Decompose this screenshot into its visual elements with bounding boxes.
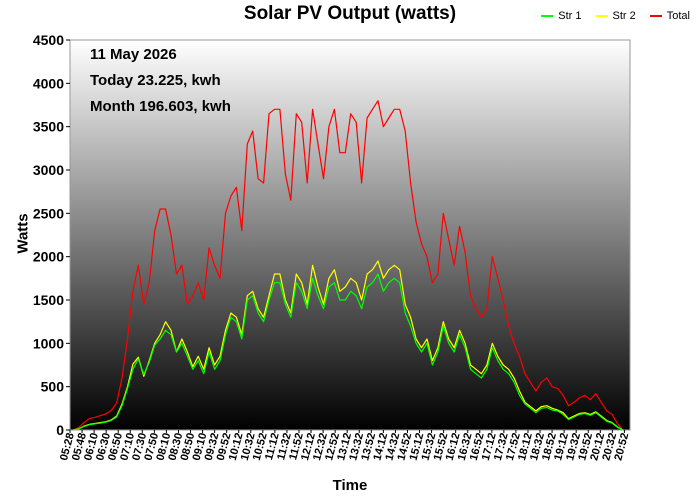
legend-item-str1: Str 1 (541, 10, 582, 22)
y-tick-label: 3500 (33, 119, 64, 135)
info-today-energy: Today 23.225, kwh (90, 72, 221, 89)
legend-swatch-total (649, 15, 662, 17)
info-date: 11 May 2026 (90, 46, 177, 63)
legend-label-total: Total (666, 10, 690, 22)
info-month-energy: Month 196.603, kwh (90, 98, 231, 115)
y-tick-label: 1000 (33, 335, 64, 351)
y-tick-label: 2000 (33, 249, 64, 265)
legend-item-total: Total (649, 10, 690, 22)
y-tick-label: 3000 (33, 162, 64, 178)
y-tick-label: 1500 (33, 292, 64, 308)
y-tick-label: 500 (41, 379, 65, 395)
y-tick-label: 0 (56, 422, 64, 438)
chart-title: Solar PV Output (watts) (243, 3, 457, 24)
legend-swatch-str1 (541, 15, 554, 17)
series-line-str-1 (72, 273, 624, 431)
legend-label-str2: Str 2 (612, 10, 636, 22)
legend-label-str1: Str 1 (558, 10, 582, 22)
legend-swatch-str2 (595, 15, 608, 17)
y-tick-label: 4500 (33, 32, 64, 48)
x-axis-label: Time (332, 477, 368, 494)
series-line-total (72, 100, 624, 431)
y-tick-label: 4000 (33, 75, 64, 91)
plot-area (69, 39, 631, 431)
y-tick-label: 2500 (33, 205, 64, 221)
legend-item-str2: Str 2 (595, 10, 636, 22)
series-line-str-2 (72, 260, 624, 431)
y-axis-label: Watts (14, 213, 32, 254)
legend: Str 1 Str 2 Total (541, 10, 690, 22)
